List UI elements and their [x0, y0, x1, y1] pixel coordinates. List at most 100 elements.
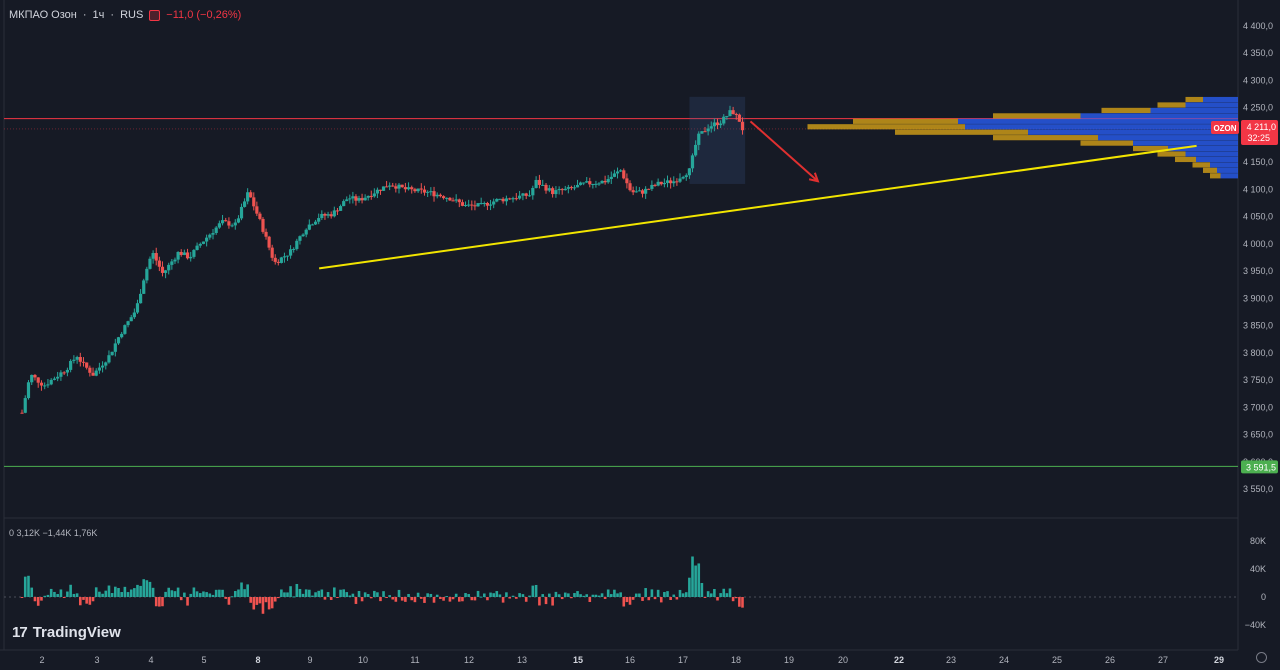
- volume-delta-bar: [442, 597, 445, 601]
- volume-delta-bar: [656, 589, 660, 597]
- candle-body: [72, 359, 76, 361]
- volume-delta-bar: [653, 597, 657, 600]
- candle-body: [170, 261, 174, 265]
- visibility-icon[interactable]: [149, 9, 161, 21]
- volume-header: 0 3,12K −1,44K 1,76K: [9, 528, 97, 538]
- volume-delta-bar: [603, 597, 607, 599]
- volume-delta-bar: [684, 592, 688, 597]
- candle-body: [485, 202, 490, 206]
- volume-delta-bar: [388, 595, 391, 597]
- candle-body: [91, 372, 95, 376]
- candle-body: [285, 255, 290, 257]
- candle-body: [457, 199, 461, 203]
- volume-delta-bar: [151, 587, 155, 597]
- volume-delta-bar: [625, 597, 629, 603]
- volume-delta-bar: [198, 593, 202, 597]
- volume-delta-bar: [273, 597, 277, 602]
- volume-delta-bar: [289, 586, 292, 597]
- time-tick-label: 17: [678, 655, 688, 665]
- symbol-name[interactable]: МКПАО Озон: [9, 9, 77, 21]
- candle-body: [126, 321, 130, 326]
- candle-body: [665, 180, 670, 183]
- candle-body: [432, 191, 436, 197]
- volume-delta-bar: [94, 587, 98, 597]
- candle-body: [120, 333, 124, 338]
- tradingview-logo[interactable]: 17 TradingView: [12, 624, 121, 641]
- time-tick-label: 5: [201, 655, 206, 665]
- interval-label[interactable]: 1ч: [92, 9, 105, 21]
- separator-dot: ·: [82, 9, 87, 21]
- candle-body: [182, 252, 186, 255]
- time-tick-label: 29: [1214, 655, 1224, 665]
- price-tick-label: 3 950,0: [1243, 266, 1273, 276]
- volume-delta-bar: [597, 595, 601, 597]
- candle-body: [242, 201, 247, 207]
- volume-delta-bar: [129, 589, 133, 597]
- volume-delta-bar: [23, 576, 27, 597]
- volume-delta-bar: [72, 593, 76, 597]
- time-tick-label: 16: [625, 655, 635, 665]
- volume-delta-bar: [416, 592, 420, 597]
- candle-body: [342, 201, 346, 207]
- candle-body: [33, 374, 37, 378]
- volume-delta-bar: [628, 597, 632, 605]
- settings-gear-icon[interactable]: [1256, 652, 1267, 663]
- candle-body: [413, 189, 417, 192]
- candle-body: [323, 213, 327, 216]
- volume-delta-bar: [515, 597, 518, 599]
- volume-profile-up-bar: [1203, 96, 1238, 103]
- candle-body: [694, 144, 698, 156]
- candle-body: [62, 372, 66, 374]
- candle-body: [167, 264, 171, 271]
- candle-body: [85, 362, 89, 368]
- volume-delta-bar: [407, 593, 410, 597]
- volume-delta-bar: [697, 563, 701, 597]
- symbol-header[interactable]: МКПАО Озон · 1ч · RUS −11,0 (−0,26%): [9, 9, 241, 21]
- candle-body: [388, 185, 392, 187]
- time-tick-label: 27: [1158, 655, 1168, 665]
- volume-delta-bar: [700, 583, 704, 597]
- volume-delta-bar: [579, 594, 582, 597]
- candle-body: [588, 181, 592, 185]
- candle-body: [397, 184, 401, 189]
- candle-body: [192, 250, 196, 257]
- candle-body: [737, 114, 741, 122]
- candle-body: [534, 179, 538, 188]
- volume-delta-bar: [728, 588, 732, 597]
- candle-body: [659, 181, 663, 185]
- volume-profile-down-bar: [853, 118, 958, 124]
- volume-profile-up-bar: [965, 124, 1238, 130]
- volume-delta-bar: [501, 597, 505, 603]
- volume-delta-bar: [145, 580, 149, 597]
- volume-delta-bar: [246, 584, 249, 597]
- candle-body: [524, 193, 528, 196]
- candle-body: [123, 325, 127, 334]
- candle-body: [220, 220, 225, 224]
- candle-body: [634, 191, 638, 193]
- volume-delta-bar: [354, 597, 358, 604]
- candle-body: [594, 183, 598, 185]
- candle-body: [211, 232, 215, 235]
- volume-delta-bar: [473, 597, 477, 601]
- time-tick-label: 18: [731, 655, 741, 665]
- candle-body: [310, 224, 315, 226]
- volume-delta-bar: [716, 597, 719, 601]
- volume-delta-bar: [230, 596, 234, 598]
- candle-body: [514, 198, 518, 200]
- volume-delta-bar: [451, 597, 455, 600]
- candle-body: [488, 204, 493, 206]
- volume-delta-bar: [464, 593, 467, 597]
- volume-tick-label: 40K: [1250, 564, 1266, 574]
- candle-body: [176, 252, 180, 260]
- candle-body: [270, 247, 274, 258]
- volume-delta-bar: [357, 591, 361, 597]
- candle-body: [282, 256, 287, 258]
- candle-body: [575, 184, 580, 188]
- candle-body: [75, 357, 79, 360]
- candle-body: [20, 412, 24, 414]
- candle-body: [81, 361, 86, 363]
- volume-profile-down-bar: [1157, 102, 1186, 108]
- volume-delta-bar: [541, 594, 545, 597]
